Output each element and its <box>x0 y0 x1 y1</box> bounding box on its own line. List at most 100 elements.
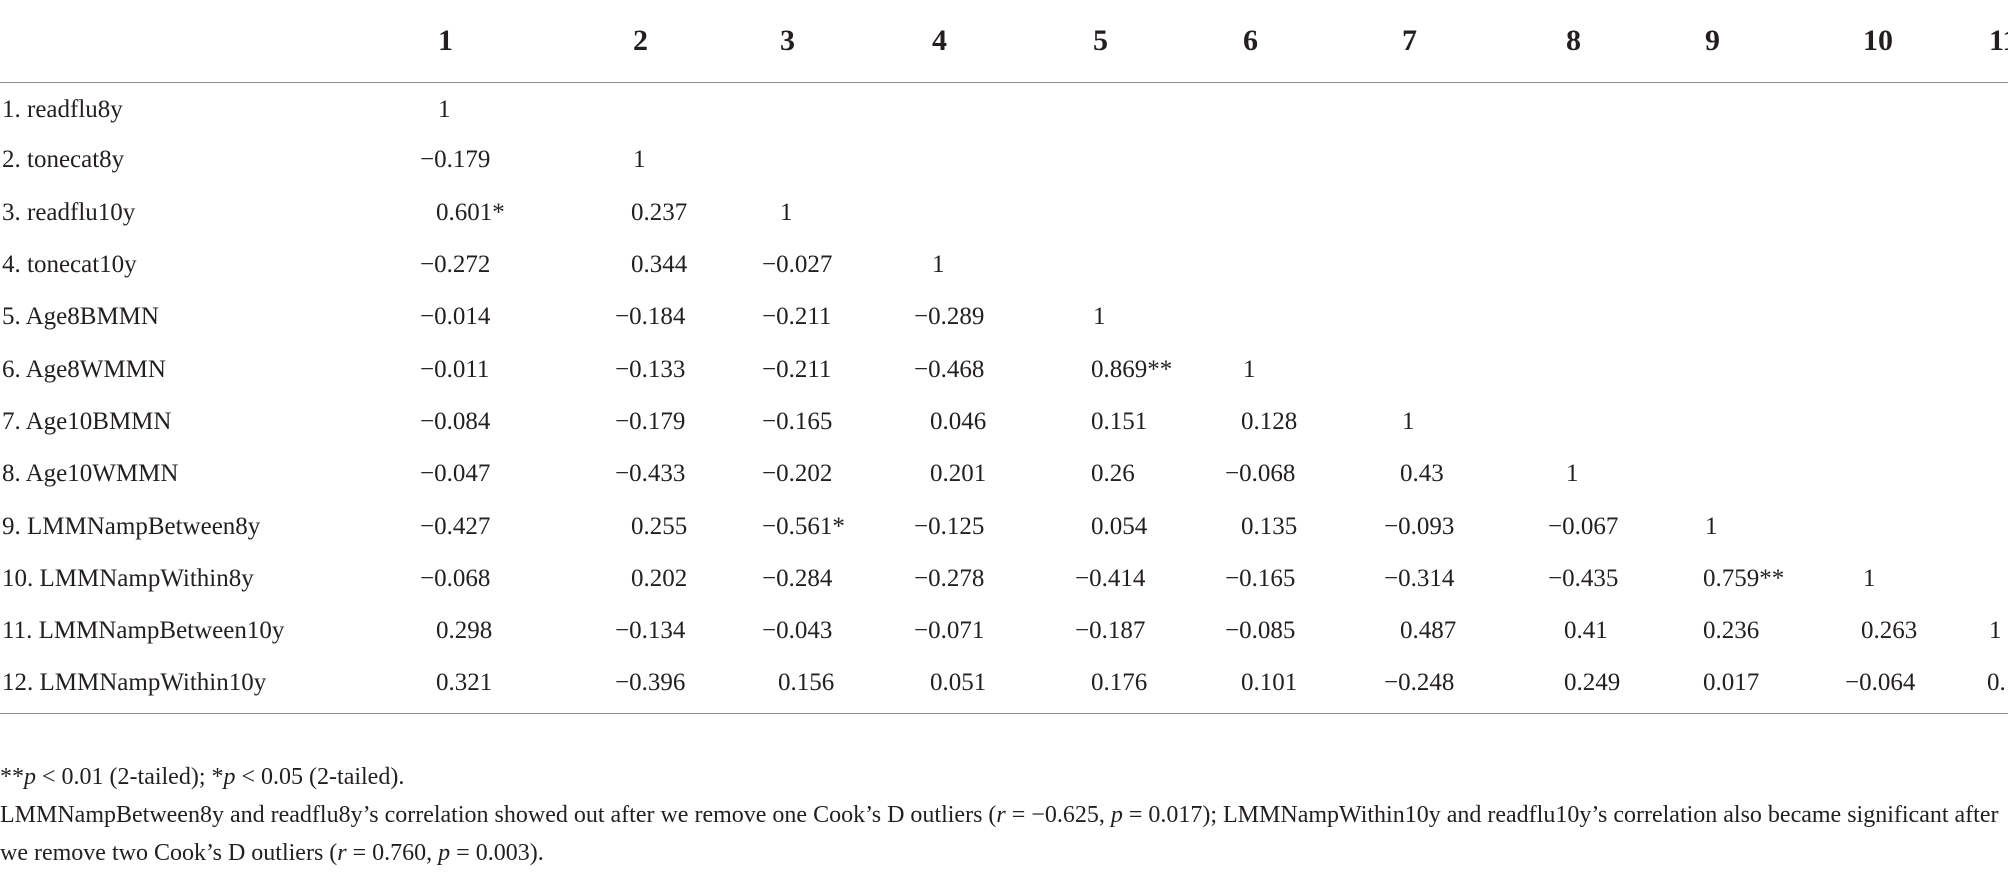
table-cell: 0.017 <box>1649 657 1810 714</box>
row-label: 1. readflu8y <box>2 96 123 124</box>
table-cell <box>1499 134 1649 186</box>
table-cell: −0.468 <box>914 355 985 383</box>
table-cell: 0.101 <box>1188 657 1340 714</box>
row-label: 12. LMMNampWithin10y <box>0 657 385 714</box>
table-cell: 1 <box>1093 303 1106 331</box>
table-cell: 0.344 <box>631 251 688 279</box>
row-label: 10. LMMNampWithin8y <box>2 564 254 592</box>
table-cell <box>1499 82 1649 134</box>
table-cell <box>1030 187 1188 239</box>
column-header: 4 <box>880 0 1030 83</box>
table-cell <box>1649 396 1810 448</box>
table-row: 6. Age8WMMN −0.011 −0.133 −0.211 −0.468 0.869… <box>0 343 2008 395</box>
row-label: 6. Age8WMMN <box>2 355 166 383</box>
table-row: 11. LMMNampBetween10y 0.298 −0.134 −0.043 −0… <box>0 605 2008 657</box>
table-cell <box>1499 343 1649 395</box>
table-cell: 0.41 <box>1564 617 1608 645</box>
table-cell: 1 <box>1863 564 1876 592</box>
table-cell <box>1963 82 2008 134</box>
table-cell: −0.179 <box>615 407 686 435</box>
column-header: 3 <box>720 0 880 83</box>
table-cell: −0.071 <box>914 617 985 645</box>
table-cell: 0.321 <box>385 657 570 714</box>
table-cell: 0.201 <box>930 460 987 488</box>
table-cell: 0.051 <box>880 657 1030 714</box>
table-cell <box>1649 448 1810 500</box>
table-row: 8. Age10WMMN −0.047 −0.433 −0.202 0.201 0.26 −… <box>0 448 2008 500</box>
column-header: 9 <box>1649 0 1810 83</box>
table-cell: 1 <box>1989 617 2002 645</box>
table-cell <box>1188 187 1340 239</box>
table-row: 7. Age10BMMN −0.084 −0.179 −0.165 0.046 0.151… <box>0 396 2008 448</box>
table-cell: −0.272 <box>420 251 491 279</box>
table-cell: −0.064 <box>1810 657 1963 714</box>
table-cell: −0.284 <box>762 564 833 592</box>
row-label: 3. readflu10y <box>2 198 136 226</box>
table-cell <box>1963 448 2008 500</box>
table-cell: 0.135 <box>1241 512 1298 540</box>
table-cell <box>1963 239 2008 291</box>
table-cell <box>1963 343 2008 395</box>
table-cell <box>1188 82 1340 134</box>
table-row: 12. LMMNampWithin10y 0.321 −0.396 0.156 0.05… <box>0 657 2008 714</box>
table-cell: −0.165 <box>762 407 833 435</box>
table-cell <box>1810 343 1963 395</box>
table-cell <box>1499 396 1649 448</box>
row-label: 11. LMMNampBetween10y <box>2 617 285 645</box>
table-cell: −0.084 <box>420 407 491 435</box>
table-cell: 1 <box>1705 512 1718 540</box>
table-cell: 0.249 <box>1499 657 1649 714</box>
table-cell <box>1963 291 2008 343</box>
table-cell: −0.427 <box>420 512 491 540</box>
table-cell <box>1030 134 1188 186</box>
table-cell: 1 <box>932 251 945 279</box>
table-cell: −0.248 <box>1340 657 1499 714</box>
table-cell: −0.414 <box>1075 564 1146 592</box>
table-cell: −0.027 <box>762 251 833 279</box>
table-cell <box>1649 82 1810 134</box>
table-cell: −0.043 <box>762 617 833 645</box>
table-cell <box>1030 239 1188 291</box>
table-cell: −0.211 <box>762 355 832 383</box>
table-cell: −0.068 <box>420 564 491 592</box>
table-cell <box>1340 343 1499 395</box>
table-cell: 0.202 <box>631 564 688 592</box>
table-cell: −0.179 <box>420 146 491 174</box>
table-cell <box>1963 553 2008 605</box>
table-cell <box>1810 396 1963 448</box>
table-cell <box>880 82 1030 134</box>
header-corner <box>0 0 385 83</box>
table-cell <box>1810 448 1963 500</box>
table-cell: −0.047 <box>420 460 491 488</box>
column-header: 1 <box>385 0 570 83</box>
table-row: 3. readflu10y 0.601* 0.237 1 <box>0 187 2008 239</box>
row-label: 4. tonecat10y <box>2 251 137 279</box>
table-cell <box>880 134 1030 186</box>
table-cell: 0.141 <box>1963 657 2008 714</box>
table-cell <box>1649 239 1810 291</box>
table-cell <box>1340 239 1499 291</box>
table-cell <box>1188 134 1340 186</box>
table-cell <box>1963 396 2008 448</box>
table-cell: −0.202 <box>762 460 833 488</box>
table-row: 9. LMMNampBetween8y −0.427 0.255 −0.561* −0.… <box>0 500 2008 552</box>
table-cell: 0.869** <box>1091 355 1173 383</box>
table-cell: 0.263 <box>1861 617 1918 645</box>
row-label: 8. Age10WMMN <box>2 460 179 488</box>
row-label: 9. LMMNampBetween8y <box>2 512 261 540</box>
table-cell <box>1649 343 1810 395</box>
table-cell: 0.43 <box>1400 460 1444 488</box>
table-cell: −0.433 <box>615 460 686 488</box>
table-cell: 0.151 <box>1091 407 1148 435</box>
table-cell: −0.068 <box>1225 460 1296 488</box>
column-header: 7 <box>1340 0 1499 83</box>
table-cell <box>1499 239 1649 291</box>
table-cell: 1 <box>1243 355 1256 383</box>
table-cell: −0.435 <box>1548 564 1619 592</box>
table-cell: −0.165 <box>1225 564 1296 592</box>
table-cell <box>1499 187 1649 239</box>
table-cell <box>1649 134 1810 186</box>
table-row: 2. tonecat8y −0.179 1 <box>0 134 2008 186</box>
